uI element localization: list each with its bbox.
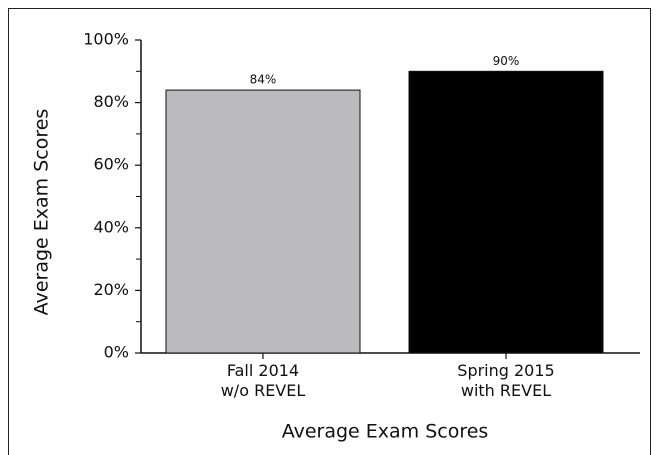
value-label: 84%: [250, 73, 277, 87]
bar: [165, 89, 361, 354]
y-tick-label: 100%: [83, 30, 129, 49]
y-tick-label: 40%: [93, 217, 129, 236]
x-axis-title: Average Exam Scores: [282, 421, 489, 443]
y-axis-title: Average Exam Scores: [31, 109, 53, 316]
x-tick-label: Fall 2014 w/o REVEL: [221, 361, 306, 400]
y-tick-label: 80%: [93, 92, 129, 111]
y-tick-label: 0%: [104, 343, 129, 362]
y-tick-label: 20%: [93, 280, 129, 299]
bar: [408, 70, 604, 354]
value-label: 90%: [493, 54, 520, 68]
frame: [8, 8, 651, 455]
x-tick-label: Spring 2015 with REVEL: [457, 361, 554, 400]
y-tick-label: 60%: [93, 155, 129, 174]
